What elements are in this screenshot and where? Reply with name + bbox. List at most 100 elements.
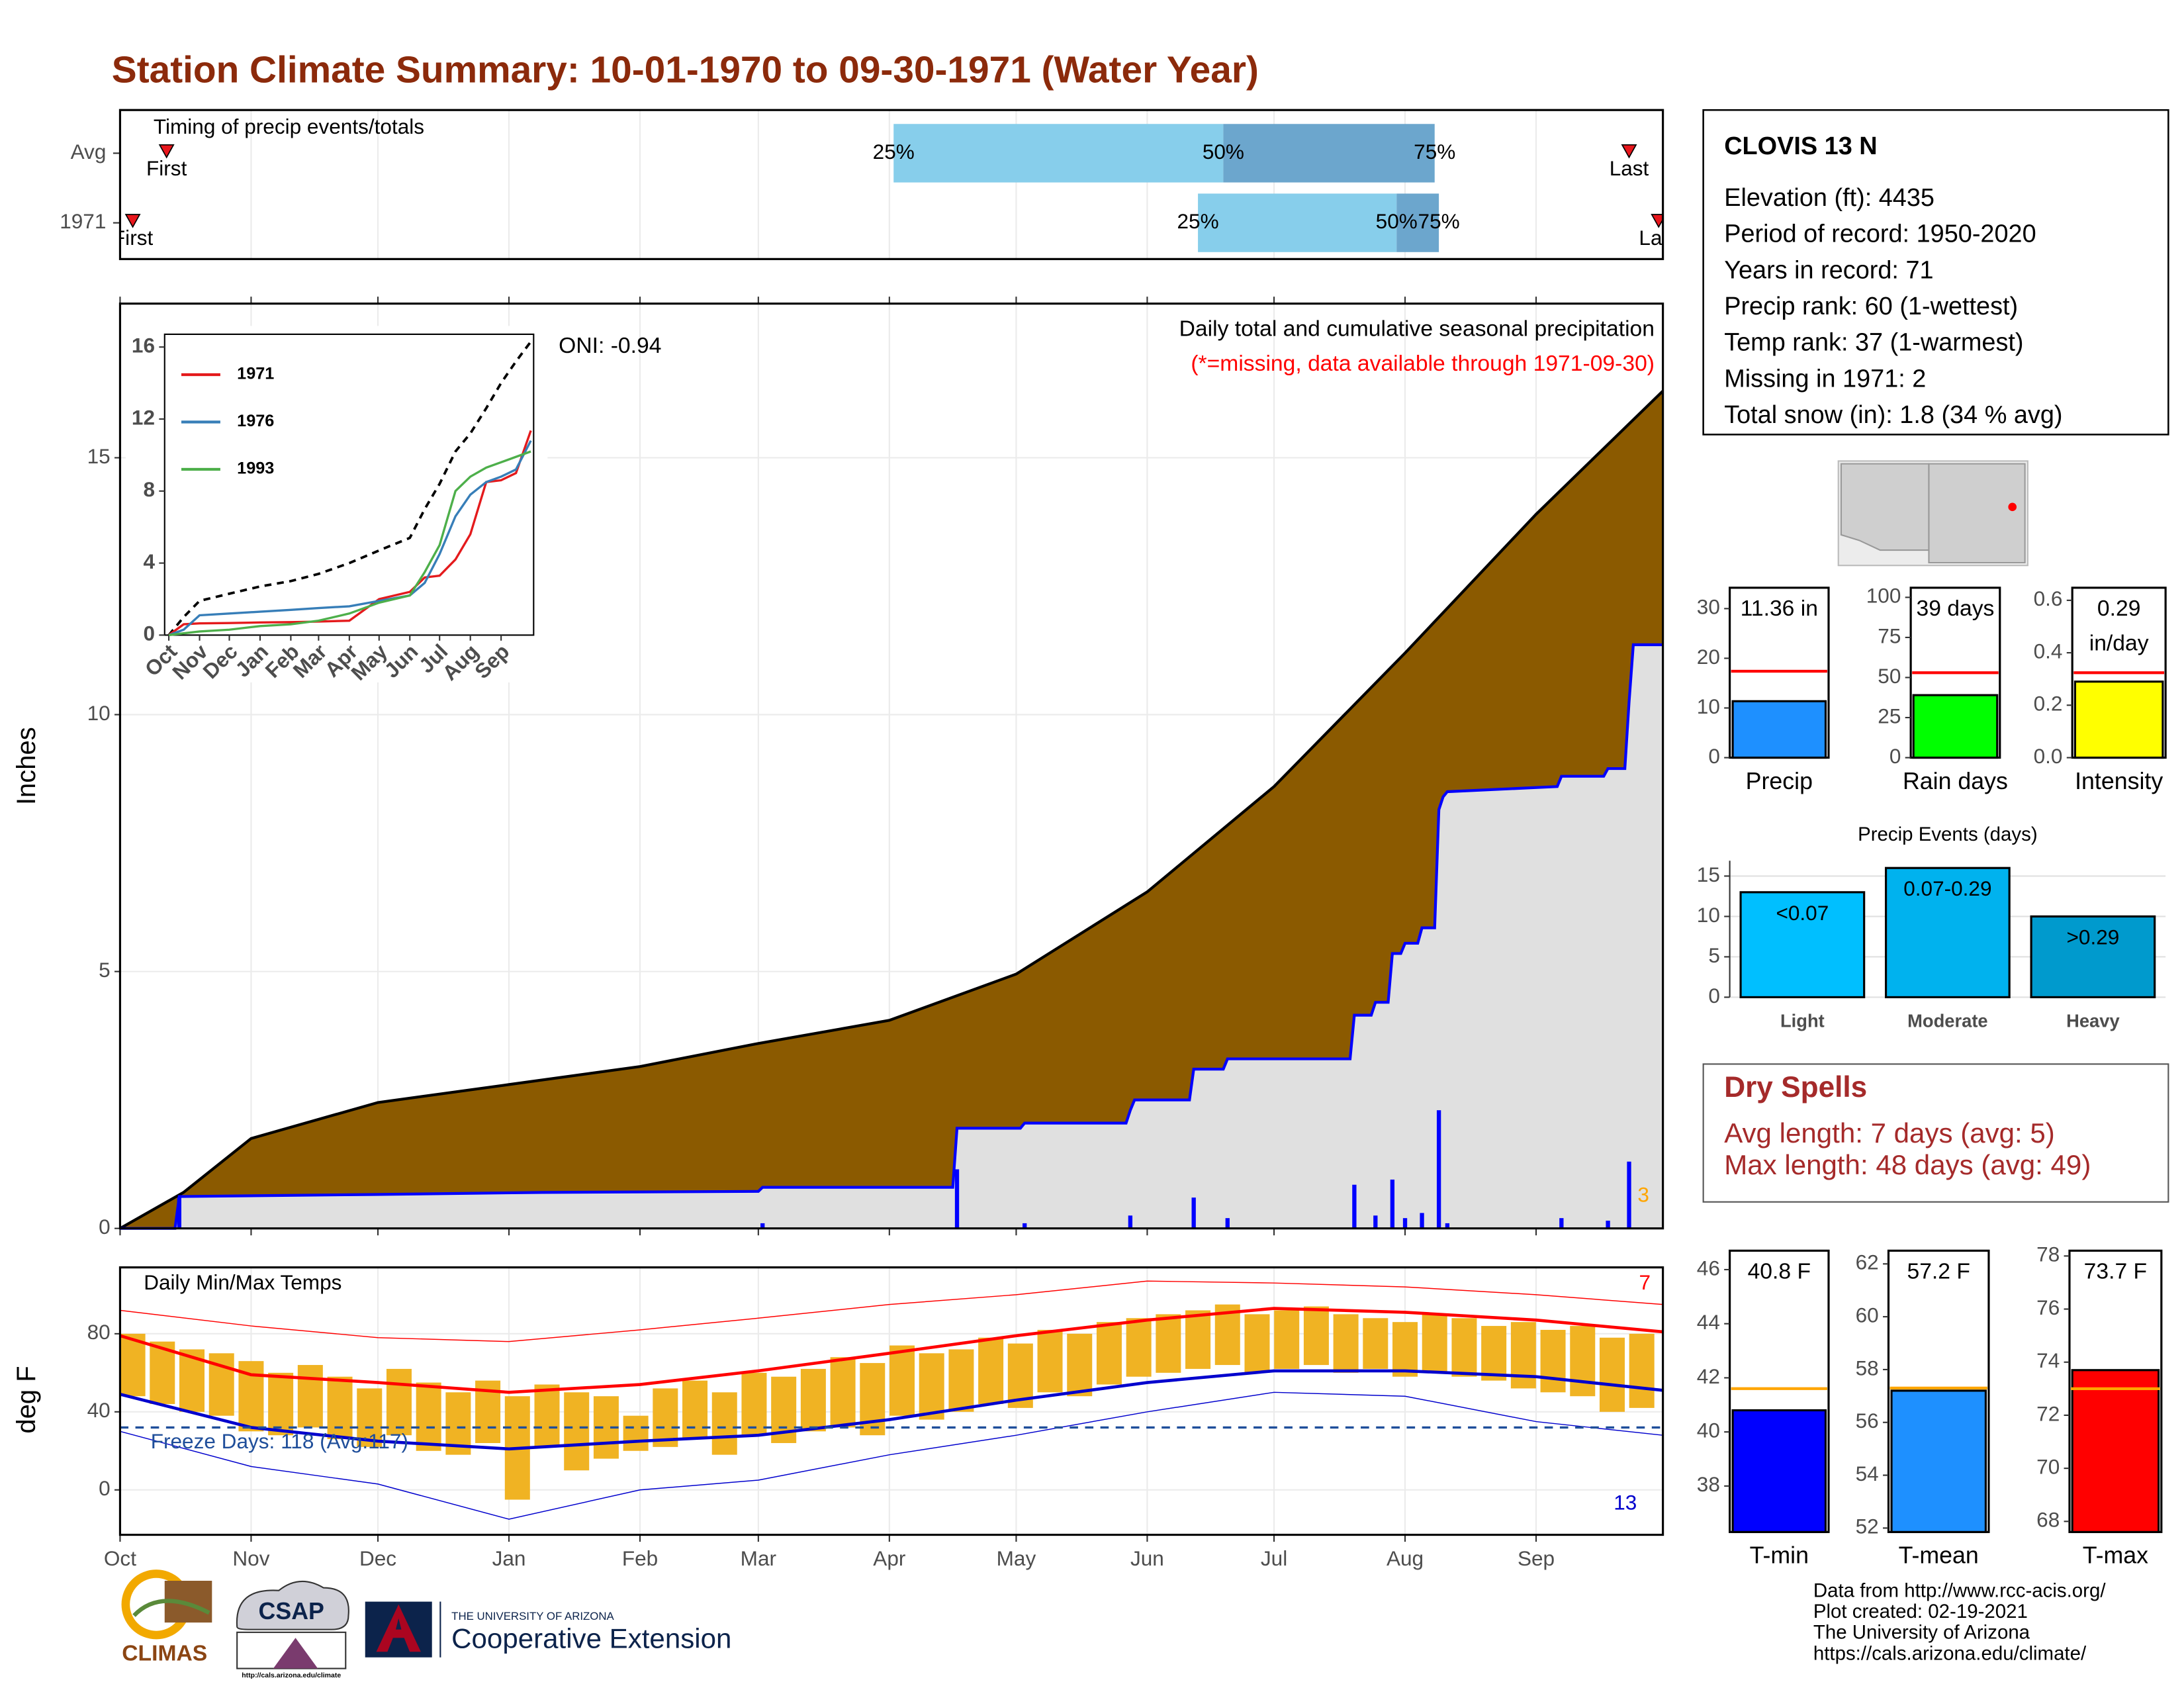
- category-label: Light: [1780, 1011, 1825, 1031]
- x-tick-label: Mar: [741, 1546, 776, 1570]
- x-tick-label: Jul: [1261, 1546, 1287, 1570]
- station-line: Years in record: 71: [1724, 256, 1933, 284]
- temp-range-bar: [120, 1333, 146, 1397]
- bar: [1731, 700, 1827, 759]
- value-label-box: 0.29 in/day: [2089, 597, 2149, 656]
- logos: [121, 1570, 441, 1669]
- event-label: Last: [1610, 156, 1649, 180]
- daily-bar: [1225, 1218, 1230, 1229]
- y-axis-title: Inches: [12, 727, 41, 805]
- temp-range-bar: [1185, 1310, 1211, 1369]
- y-tick-label: 10: [1697, 903, 1720, 927]
- dry-spells-line: Avg length: 7 days (avg: 5): [1724, 1117, 2055, 1149]
- daily-bar: [1373, 1215, 1378, 1229]
- temp-range-bar: [1422, 1314, 1447, 1373]
- y-tick-label: 54: [1856, 1462, 1879, 1485]
- y-tick-label: 0.4: [2034, 639, 2063, 663]
- normal-min-line: [119, 1369, 1663, 1451]
- value-label: 40.8 F: [1747, 1260, 1811, 1284]
- logo-ua: THE UNIVERSITY OF ARIZONA: [451, 1610, 614, 1622]
- y-tick-label: 0.2: [2034, 692, 2063, 716]
- temp-range-bar: [1156, 1314, 1181, 1373]
- y-tick-label: 0: [99, 1215, 111, 1239]
- daily-bar: [1445, 1223, 1450, 1229]
- temp-range-bar: [1274, 1310, 1300, 1369]
- category-label: T-mean: [1899, 1542, 1979, 1569]
- temp-range-bar: [860, 1363, 886, 1436]
- category-label: Rain days: [1903, 768, 2008, 794]
- value-label-box: 73.7 F: [2083, 1260, 2148, 1284]
- quantile-bar: [1198, 193, 1397, 252]
- bin-label: >0.29: [2066, 925, 2119, 949]
- timing-title: Timing of precip events/totals: [154, 115, 424, 138]
- legend-label: 1976: [237, 412, 274, 430]
- bar: [1912, 694, 1999, 759]
- temp-range-bar: [1451, 1318, 1477, 1377]
- quantile-label: 75%: [1418, 209, 1460, 233]
- value-label: 57.2 F: [1907, 1260, 1970, 1284]
- temp-range-bar: [741, 1372, 767, 1436]
- cumulative-line: [120, 643, 1663, 1230]
- event-marker: [1621, 144, 1637, 159]
- temp-range-bar: [1244, 1314, 1270, 1373]
- logo-coop: Cooperative Extension: [451, 1623, 731, 1654]
- temp-range-bar: [1629, 1333, 1655, 1408]
- event-marker: [124, 214, 141, 228]
- temp-range-bar: [1481, 1326, 1507, 1381]
- temp-range-bar: [711, 1392, 737, 1455]
- y-axis-title: deg F: [12, 1366, 41, 1433]
- temp-frame: [118, 1266, 1664, 1536]
- mini-title: Precip Events (days): [1858, 823, 2038, 845]
- daily-bar: [1420, 1213, 1424, 1229]
- y-tick-label: 0: [99, 1476, 111, 1500]
- temp-range-bar: [534, 1384, 560, 1447]
- daily-bar: [1402, 1218, 1408, 1229]
- value-label-box: 11.36 in: [1741, 598, 1818, 622]
- temp-range-bar: [1392, 1322, 1418, 1377]
- daily-bar: [1352, 1184, 1357, 1229]
- bar: [1731, 1409, 1827, 1533]
- x-tick-label: Aug: [1387, 1546, 1424, 1570]
- quantile-label: 25%: [1177, 209, 1219, 233]
- y-tick-label: 0: [143, 622, 155, 645]
- temp-title: Daily Min/Max Temps: [144, 1270, 341, 1294]
- count-low: 13: [1614, 1491, 1637, 1515]
- dry-spells-box: [1702, 1063, 2169, 1203]
- event-marker: [158, 144, 175, 159]
- bin-label: 0.07-0.29: [1903, 876, 1991, 900]
- logo-csap: CSAP: [259, 1598, 324, 1624]
- station-line: Precip rank: 60 (1-wettest): [1724, 293, 2018, 320]
- freeze-label: Freeze Days: 118 (Avg:117): [151, 1429, 408, 1453]
- cumulative-area: [120, 645, 1663, 1229]
- temp-range-bar: [1333, 1314, 1359, 1373]
- quantile-label: 25%: [873, 140, 915, 164]
- value-label: 0.29 in/day: [2089, 597, 2149, 656]
- value-label: 73.7 F: [2083, 1260, 2148, 1284]
- station-name: CLOVIS 13 N: [1724, 132, 1877, 160]
- y-tick-label: 30: [1697, 595, 1720, 619]
- x-tick-label: Sep: [1518, 1546, 1555, 1570]
- temp-range-bar: [623, 1415, 649, 1451]
- quantile-bar: [1223, 124, 1435, 183]
- bar: [1885, 867, 2011, 999]
- daily-bar: [1128, 1215, 1133, 1229]
- y-tick-label: 40: [87, 1398, 111, 1422]
- temp-range-bar: [416, 1382, 441, 1451]
- daily-bar: [1191, 1197, 1196, 1229]
- quantile-label: 75%: [1414, 140, 1455, 164]
- temp-range-bar: [386, 1368, 412, 1436]
- y-tick-label: 50: [1878, 664, 1901, 688]
- y-tick-label: 58: [1856, 1356, 1879, 1380]
- y-tick-label: 76: [2036, 1295, 2060, 1319]
- daily-bar: [1627, 1161, 1631, 1229]
- y-tick-label: 56: [1856, 1409, 1879, 1432]
- y-tick-label: 4: [143, 549, 155, 573]
- y-tick-label: 44: [1697, 1310, 1720, 1334]
- temp-range-bar: [1570, 1326, 1596, 1397]
- page-title: Station Climate Summary: 10-01-1970 to 0…: [112, 49, 1259, 91]
- count-label: 3: [1637, 1183, 1649, 1207]
- footer-line: https://cals.arizona.edu/climate/: [1813, 1642, 2087, 1664]
- quantile-label: 50%: [1376, 209, 1418, 233]
- inset-panel: [163, 333, 535, 636]
